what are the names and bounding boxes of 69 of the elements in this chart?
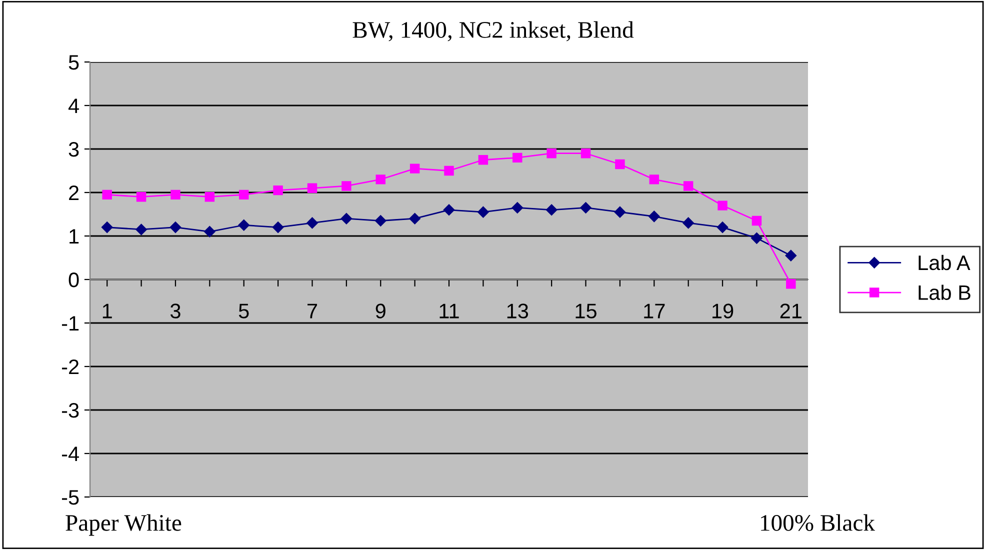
point (443, 204, 455, 216)
x-tick-label: 13 (507, 304, 528, 318)
y-tick-label: 4 (68, 98, 79, 114)
x-tick-label: 11 (440, 304, 459, 318)
point (580, 148, 591, 158)
point (136, 192, 146, 202)
x-tick-label: 15 (576, 304, 596, 318)
point (306, 217, 318, 229)
point (238, 220, 250, 231)
point (786, 278, 796, 289)
point (718, 200, 728, 210)
point (615, 159, 625, 170)
point (478, 206, 489, 218)
y-tick-label: -2 (62, 360, 79, 374)
y-tick-label: 5 (68, 55, 79, 70)
legend-label: Lab A (918, 254, 970, 270)
point (546, 148, 556, 158)
point (751, 232, 762, 244)
point (101, 222, 113, 233)
point (683, 181, 694, 191)
point (273, 185, 283, 196)
point (170, 222, 182, 233)
point (376, 174, 386, 184)
point (342, 181, 352, 191)
point (340, 212, 352, 224)
x-tick-label: 3 (170, 304, 180, 318)
x-tick-label: 21 (780, 304, 802, 318)
y-tick-label: 1 (70, 229, 79, 244)
point (648, 210, 660, 222)
text: 100% Black (761, 514, 875, 531)
y-tick-label: 2 (69, 186, 79, 200)
point (170, 190, 180, 200)
point (204, 226, 216, 238)
y-tick-label: -4 (62, 446, 79, 462)
y-tick-label: 3 (68, 142, 79, 157)
point (716, 222, 728, 233)
y-tick-label: -1 (62, 316, 79, 331)
x-tick-label: 7 (308, 304, 317, 318)
point (752, 216, 762, 226)
y-tick-label: -3 (62, 403, 79, 418)
x-tick-label: 19 (712, 304, 734, 318)
point (136, 224, 147, 236)
x-tick-label: 17 (644, 304, 665, 318)
y-tick-label: -5 (62, 490, 79, 505)
point (375, 215, 386, 226)
point (785, 250, 797, 262)
x-tick-label: 1 (102, 304, 112, 318)
point (512, 202, 523, 214)
point (580, 202, 592, 214)
point (272, 222, 284, 233)
point (546, 204, 558, 216)
point (682, 217, 694, 229)
x-tick-label: 9 (376, 304, 386, 318)
point (409, 212, 420, 224)
point (102, 190, 112, 200)
x-tick-label: 5 (238, 304, 249, 318)
point (204, 192, 215, 202)
point (614, 206, 626, 218)
point (307, 183, 318, 194)
point (238, 190, 249, 200)
point (649, 174, 660, 184)
legend-label: Lab B (918, 284, 970, 300)
y-tick-label: 0 (68, 272, 79, 288)
point (512, 152, 522, 163)
point (410, 164, 420, 174)
point (478, 155, 488, 165)
point (444, 166, 454, 176)
chart-title: BW, 1400, NC2 inkset, Blend (352, 21, 634, 42)
text: Paper White (66, 514, 182, 536)
